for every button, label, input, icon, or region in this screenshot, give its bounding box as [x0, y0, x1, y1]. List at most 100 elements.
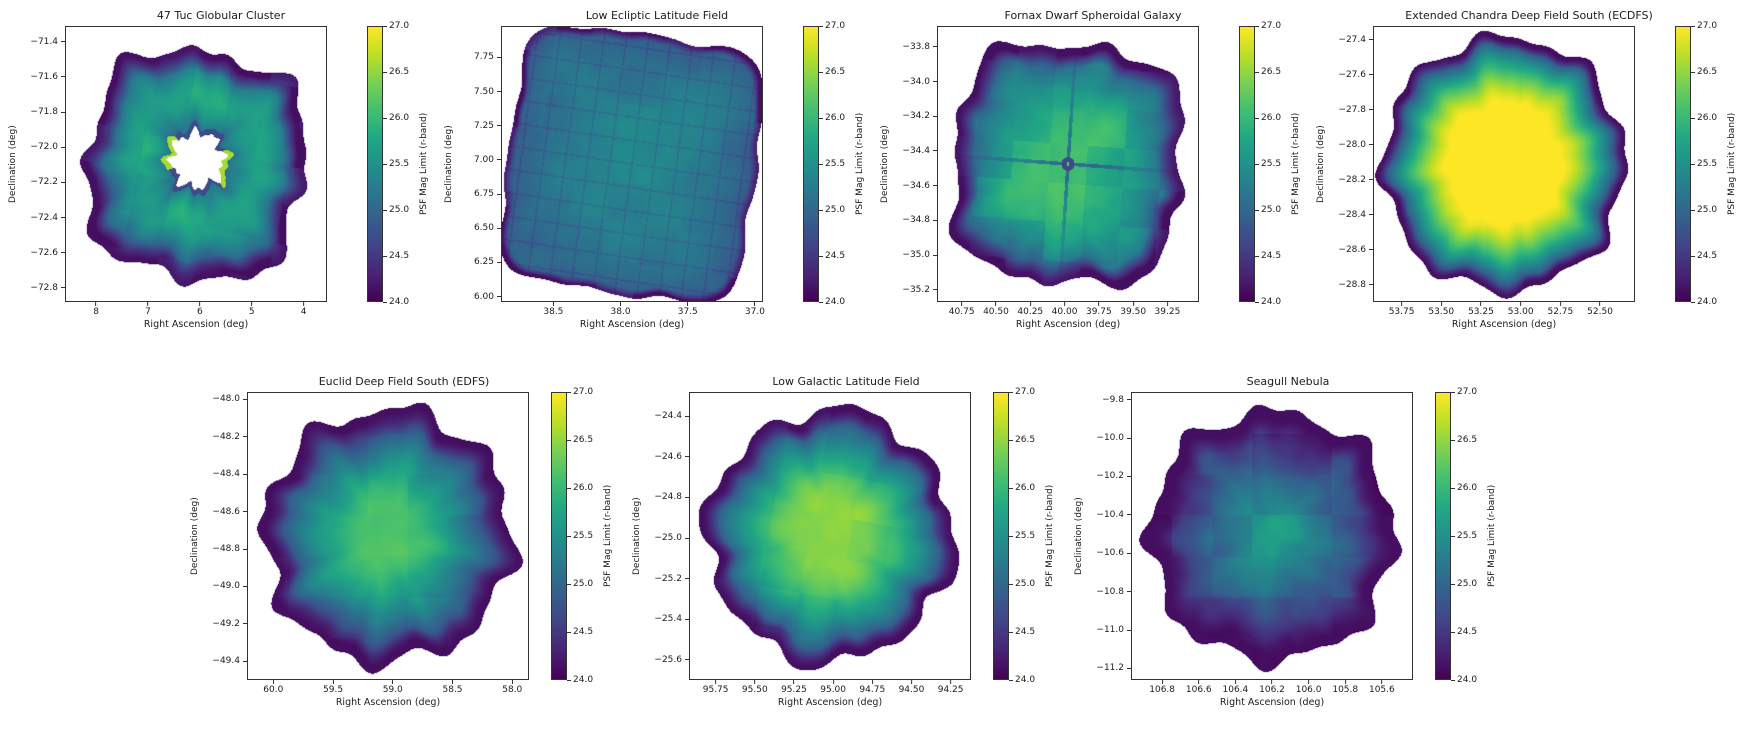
colorbar-tick: 26.0 — [383, 113, 409, 123]
colorbar-tick-label: 24.5 — [389, 251, 410, 261]
colorbar-tick: 25.0 — [819, 205, 845, 215]
tick-mark — [497, 56, 501, 58]
tick-mark — [819, 209, 823, 211]
colorbar-tick-label: 25.0 — [1015, 579, 1036, 589]
colorbar-tick: 24.0 — [1009, 675, 1035, 685]
tick-mark — [819, 163, 823, 165]
tick-mark — [1369, 144, 1373, 146]
colorbar-tick: 27.0 — [1255, 21, 1281, 31]
axes-area: Declination (deg) −27.4 −27.6 −27.8 −28.0 −2… — [1316, 21, 1739, 307]
x-tick-label: 95.00 — [820, 685, 847, 695]
y-tick: −71.4 — [30, 37, 65, 47]
tick-mark — [1369, 249, 1373, 251]
x-tick-label: 59.5 — [323, 685, 344, 695]
subplot-low-galactic-latitude-field: Low Galactic Latitude Field Declination … — [632, 372, 1060, 711]
tick-mark — [933, 81, 937, 83]
colorbar-label: PSF Mag Limit (r-band) — [1291, 112, 1301, 216]
axes-area: Declination (deg) 7.75 7.50 7.25 7.00 6.75 6.… — [444, 21, 870, 307]
colorbar-tick: 25.5 — [383, 159, 409, 169]
tick-mark — [61, 252, 65, 254]
y-tick-label: −34.6 — [902, 180, 930, 191]
y-tick-label: −72.0 — [30, 142, 58, 153]
x-axis: 38.5 38.0 37.5 37.0 — [501, 302, 765, 319]
tick-mark — [1440, 302, 1442, 306]
tick-mark — [819, 301, 823, 303]
x-axis: 40.75 40.50 40.25 40.00 39.75 39.50 39.25 — [937, 302, 1199, 319]
tick-mark — [497, 227, 501, 229]
x-tick-label: 95.50 — [741, 685, 768, 695]
coverage-map — [65, 26, 327, 302]
x-tick: 106.2 — [1259, 680, 1285, 695]
y-tick: −48.0 — [212, 394, 247, 404]
colorbar-tick-label: 24.0 — [1457, 675, 1478, 685]
x-tick-label: 94.25 — [937, 685, 964, 695]
subplot-title: 47 Tuc Globular Cluster — [8, 6, 434, 26]
tick-mark — [1451, 391, 1455, 393]
colorbar-tick: 26.0 — [1255, 113, 1281, 123]
x-tick-label: 106.2 — [1259, 685, 1285, 695]
y-tick: −48.4 — [212, 469, 247, 479]
y-tick-label: 7.75 — [473, 52, 494, 63]
tick-mark — [243, 548, 247, 550]
y-tick-label: −34.4 — [902, 145, 930, 156]
tick-mark — [243, 623, 247, 625]
colorbar-label: PSF Mag Limit (r-band) — [855, 112, 865, 216]
colorbar-tick: 26.5 — [383, 67, 409, 77]
tick-mark — [497, 159, 501, 161]
tick-mark — [147, 302, 149, 306]
y-tick: −28.2 — [1338, 175, 1373, 185]
subplot-title: Low Galactic Latitude Field — [632, 372, 1060, 392]
y-tick: −27.4 — [1338, 35, 1373, 45]
y-tick-label: −28.0 — [1338, 139, 1366, 150]
tick-mark — [933, 115, 937, 117]
colorbar-tick: 27.0 — [383, 21, 409, 31]
axes-area: Declination (deg) −33.8 −34.0 −34.2 −34.4 −3… — [880, 21, 1306, 307]
tick-mark — [995, 302, 997, 306]
coverage-map — [247, 392, 529, 680]
x-tick-label: 40.50 — [983, 307, 1009, 317]
subplot-title-text: Extended Chandra Deep Field South (ECDFS… — [1405, 9, 1653, 22]
colorbar-axis: 24.0 24.5 25.0 25.5 26.0 26.5 27.0 — [1255, 21, 1291, 307]
x-axis-label: Right Ascension (deg) — [1373, 319, 1635, 333]
y-tick-label: −28.6 — [1338, 244, 1366, 255]
tick-mark — [552, 302, 554, 306]
tick-mark — [1691, 209, 1695, 211]
colorbar-gradient — [1675, 26, 1691, 302]
tick-mark — [1064, 302, 1066, 306]
x-tick: 53.75 — [1389, 302, 1414, 317]
tick-mark — [1009, 391, 1013, 393]
y-tick: −10.2 — [1096, 471, 1131, 481]
colorbar-tick-label: 24.0 — [1697, 297, 1718, 307]
tick-mark — [243, 436, 247, 438]
x-tick-label: 38.5 — [543, 307, 564, 317]
colorbar-tick: 25.0 — [1255, 205, 1281, 215]
subplot-euclid-deep-field-south-edfs: Euclid Deep Field South (EDFS) Declinati… — [190, 372, 618, 711]
tick-mark — [1369, 74, 1373, 76]
y-tick-label: −72.4 — [30, 212, 58, 223]
colorbar-tick-label: 24.5 — [825, 251, 846, 261]
tick-mark — [1369, 109, 1373, 111]
tick-mark — [243, 585, 247, 587]
y-tick: −71.6 — [30, 72, 65, 82]
y-tick-label: −28.4 — [1338, 209, 1366, 220]
tick-mark — [685, 496, 689, 498]
y-tick-label: −11.0 — [1096, 625, 1124, 636]
x-tick: 106.8 — [1149, 680, 1175, 695]
x-tick-label: 39.25 — [1154, 307, 1181, 317]
y-tick: −24.8 — [654, 492, 689, 502]
x-tick-label: 52.75 — [1547, 307, 1574, 317]
tick-mark — [303, 302, 305, 306]
colorbar-tick: 24.5 — [819, 251, 845, 261]
x-tick: 39.50 — [1120, 302, 1146, 317]
tick-mark — [243, 511, 247, 513]
subplot-row-2: Euclid Deep Field South (EDFS) Declinati… — [190, 372, 1502, 711]
x-tick-label: 4 — [300, 307, 307, 317]
coverage-map-canvas — [502, 27, 762, 301]
x-tick-label: 58.5 — [442, 685, 463, 695]
colorbar-gradient — [367, 26, 383, 302]
tick-mark — [1691, 71, 1695, 73]
y-tick-label: −9.8 — [1102, 394, 1124, 405]
colorbar-tick: 24.5 — [1691, 251, 1717, 261]
tick-mark — [1369, 39, 1373, 41]
colorbar-tick: 24.0 — [383, 297, 409, 307]
